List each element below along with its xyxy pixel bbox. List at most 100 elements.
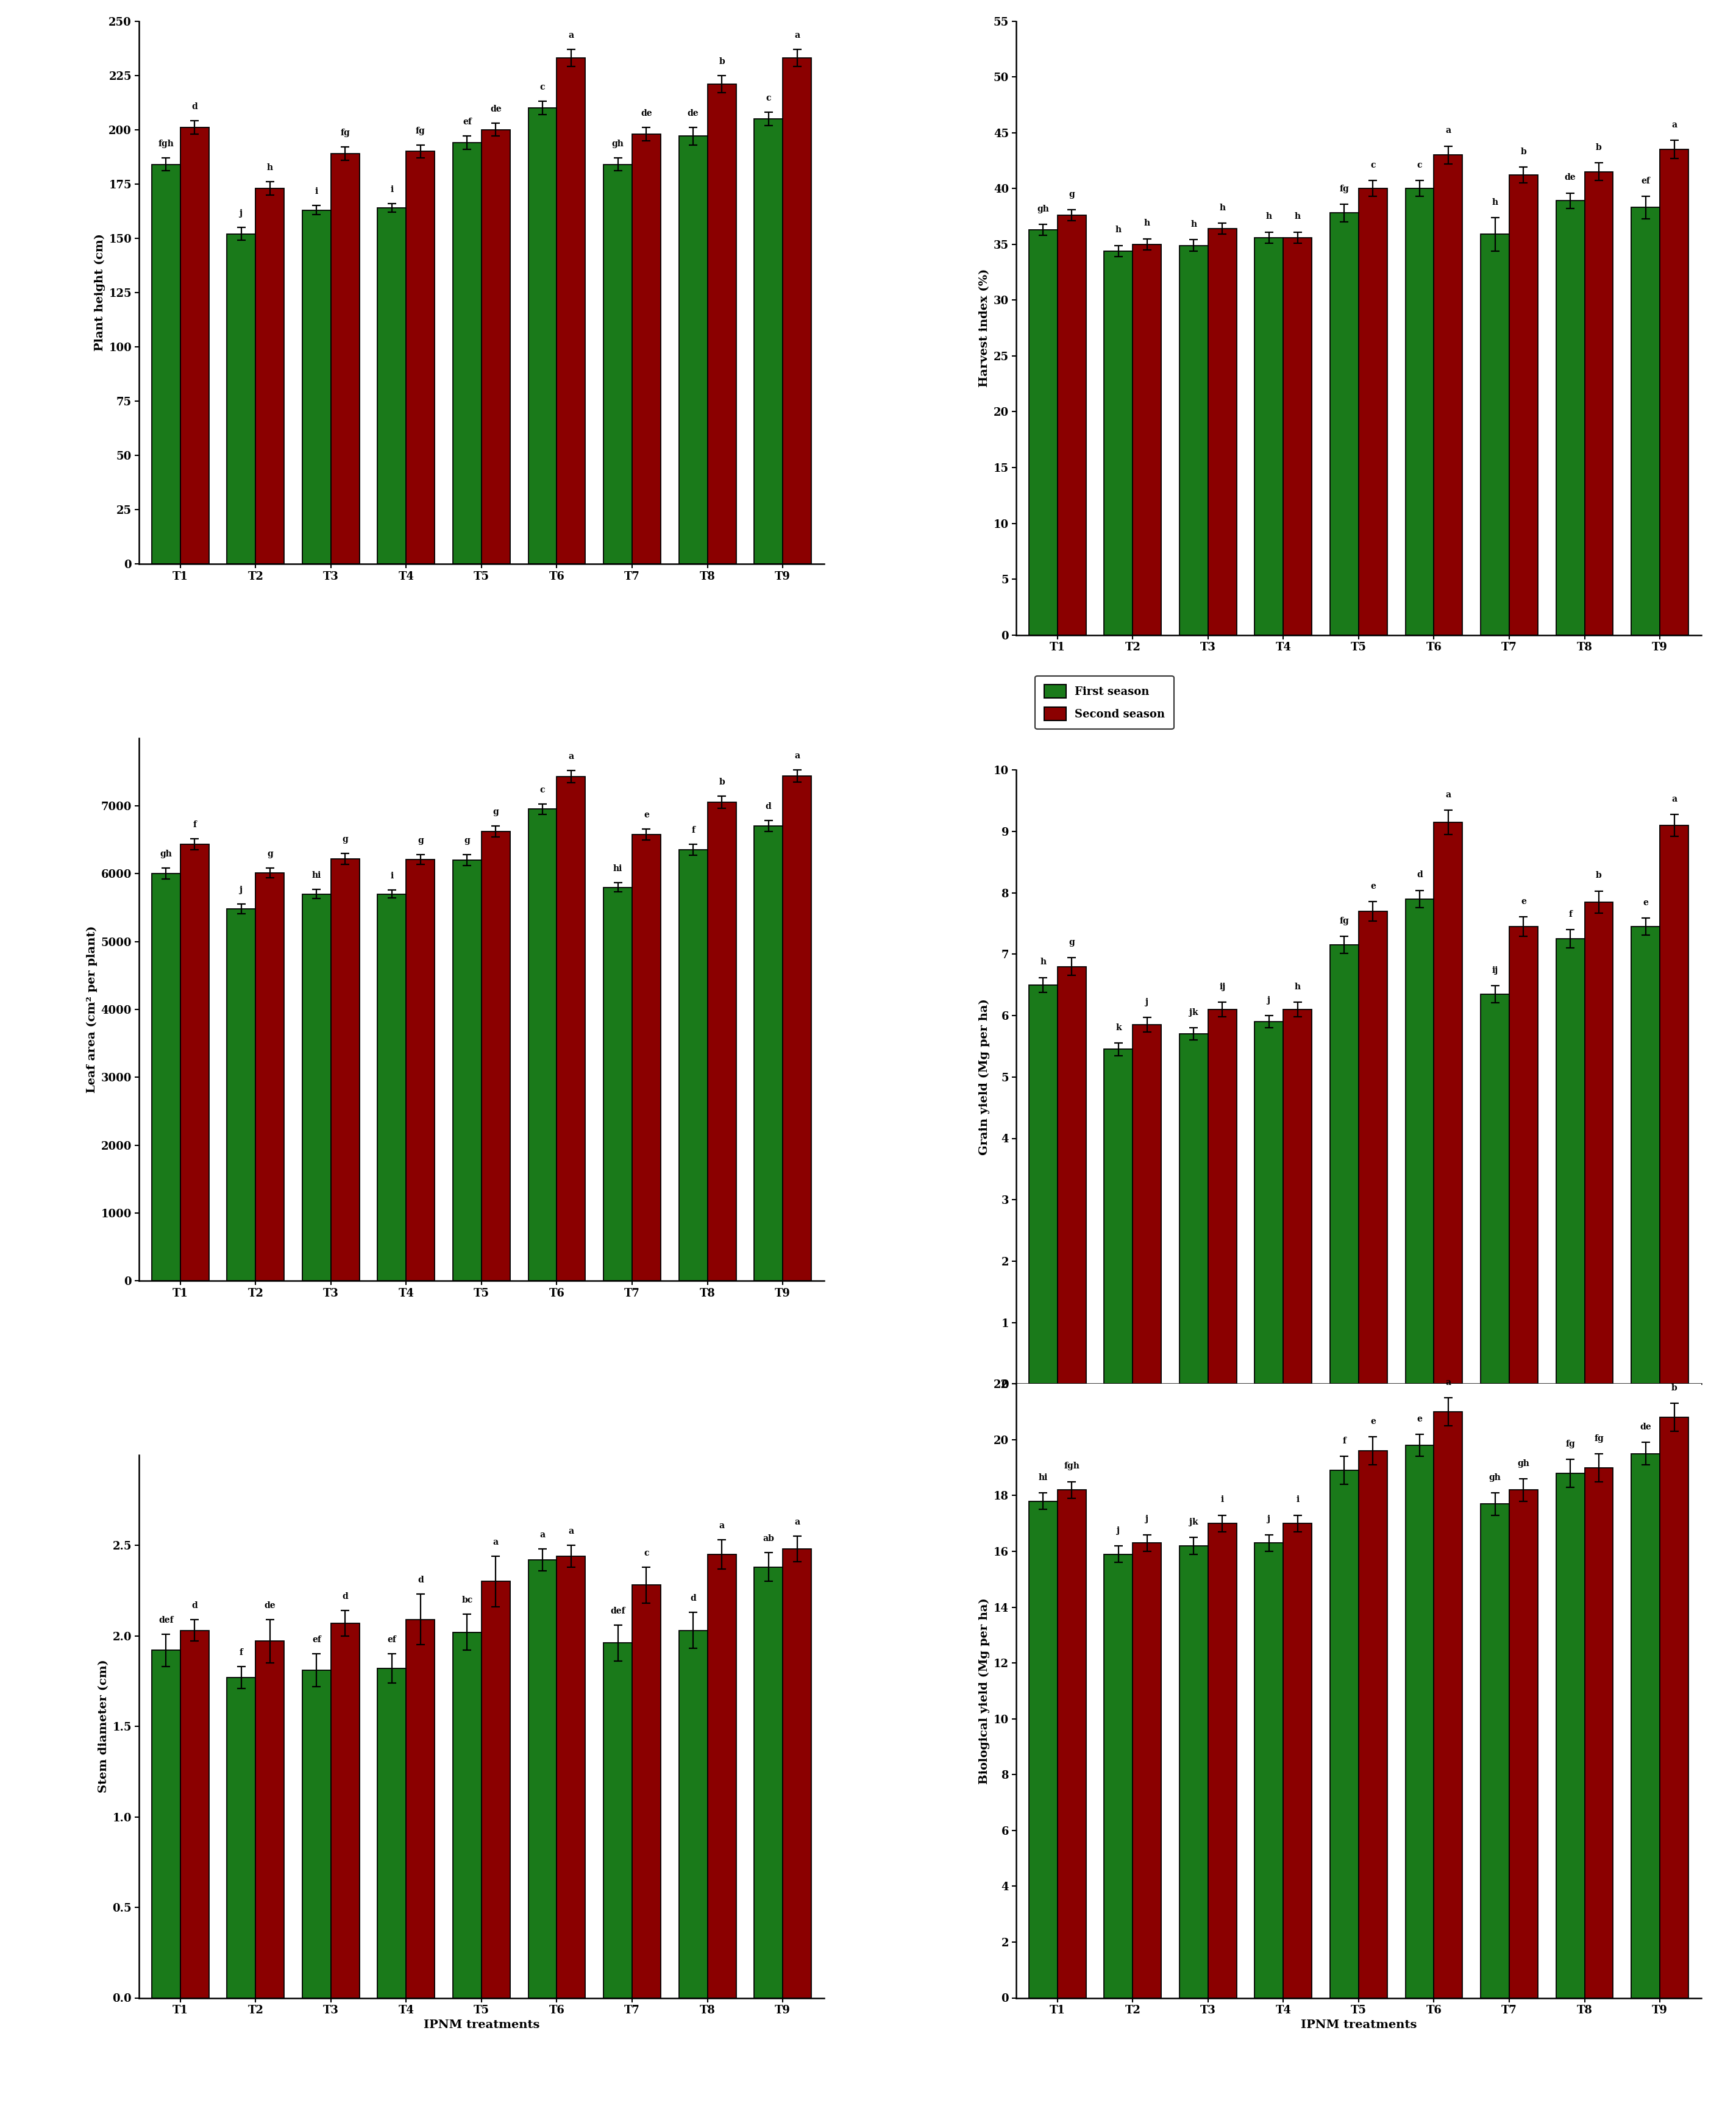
Text: g: g [342, 835, 349, 843]
Text: a: a [493, 1537, 498, 1546]
Bar [378, 1668, 406, 1998]
Bar [1406, 1445, 1434, 1998]
Text: j: j [1146, 997, 1149, 1007]
Bar [1585, 172, 1613, 635]
Text: hi: hi [1038, 1474, 1049, 1483]
X-axis label: IPNM treatments: IPNM treatments [424, 2019, 540, 2029]
Bar [632, 835, 661, 1281]
Bar [1255, 238, 1283, 635]
Text: j: j [240, 208, 243, 217]
Text: gh: gh [611, 139, 623, 147]
Text: e: e [644, 810, 649, 818]
Y-axis label: Plant height (cm): Plant height (cm) [94, 233, 106, 351]
Bar [1132, 244, 1161, 635]
Text: ab: ab [762, 1535, 774, 1544]
Text: c: c [766, 95, 771, 103]
Text: de: de [641, 109, 653, 118]
Text: a: a [795, 751, 800, 759]
Text: d: d [766, 803, 771, 812]
Text: ef: ef [387, 1636, 396, 1645]
Text: i: i [1220, 1495, 1224, 1504]
Bar [453, 1632, 481, 1998]
Text: c: c [540, 784, 545, 795]
Bar [406, 151, 434, 564]
Text: e: e [1417, 1415, 1422, 1424]
Bar [378, 894, 406, 1281]
Text: fg: fg [340, 128, 351, 137]
Y-axis label: Harvest index (%): Harvest index (%) [979, 269, 990, 387]
Bar [1179, 1546, 1208, 1998]
Bar [255, 189, 285, 564]
Bar [708, 803, 736, 1281]
Text: g: g [418, 837, 424, 845]
Bar [481, 130, 510, 564]
Bar [1283, 1009, 1312, 1384]
Bar [453, 860, 481, 1281]
Bar [1330, 1470, 1359, 1998]
Text: ef: ef [312, 1636, 321, 1645]
Bar [1481, 233, 1509, 635]
Bar [481, 831, 510, 1281]
Bar [679, 137, 708, 564]
Text: def: def [611, 1607, 625, 1615]
Bar [557, 59, 585, 564]
Text: fgh: fgh [1064, 1462, 1080, 1470]
Text: a: a [540, 1531, 545, 1539]
Bar [227, 233, 255, 564]
Bar [302, 894, 332, 1281]
Bar [528, 810, 557, 1281]
Bar [1330, 944, 1359, 1384]
Bar [604, 164, 632, 564]
Bar [708, 1554, 736, 1998]
Text: b: b [1595, 871, 1602, 879]
Text: d: d [342, 1592, 349, 1600]
Bar [332, 154, 359, 564]
Text: c: c [1417, 162, 1422, 170]
Bar [753, 118, 783, 564]
Y-axis label: Biological yield (Mg per ha): Biological yield (Mg per ha) [979, 1598, 990, 1783]
Text: b: b [719, 778, 724, 787]
Text: e: e [1642, 898, 1647, 906]
Text: b: b [1672, 1384, 1677, 1392]
Bar [1660, 149, 1689, 635]
Text: fg: fg [415, 126, 425, 135]
Bar [783, 776, 811, 1281]
Bar [1481, 995, 1509, 1384]
Text: g: g [1069, 189, 1075, 198]
Bar [406, 1619, 434, 1998]
Bar [1029, 984, 1057, 1384]
Bar [1660, 1417, 1689, 1998]
Text: d: d [418, 1575, 424, 1584]
Text: a: a [719, 1523, 724, 1531]
Bar [1029, 229, 1057, 635]
Bar [783, 1550, 811, 1998]
Bar [1132, 1544, 1161, 1998]
Text: j: j [1267, 1514, 1271, 1523]
Bar [1632, 927, 1660, 1384]
Bar [1104, 1554, 1132, 1998]
Bar [302, 210, 332, 564]
Text: a: a [568, 753, 575, 761]
Text: a: a [1446, 1377, 1451, 1386]
Text: b: b [1521, 147, 1526, 156]
Text: ef: ef [464, 118, 472, 126]
Bar [1208, 229, 1236, 635]
Bar [151, 1651, 181, 1998]
Bar [302, 1670, 332, 1998]
Bar [1481, 1504, 1509, 1998]
Bar [753, 826, 783, 1281]
Text: f: f [1568, 911, 1573, 919]
Text: d: d [691, 1594, 696, 1602]
Bar [1283, 1523, 1312, 1998]
Bar [679, 850, 708, 1281]
Bar [604, 887, 632, 1281]
Text: h: h [1191, 221, 1196, 229]
Bar [528, 1560, 557, 1998]
Text: fg: fg [1340, 185, 1349, 193]
Text: j: j [1146, 1514, 1149, 1523]
Text: e: e [1521, 898, 1526, 906]
Text: h: h [267, 164, 273, 172]
Text: h: h [1266, 212, 1272, 221]
Text: ij: ij [1491, 965, 1498, 974]
Bar [557, 776, 585, 1281]
